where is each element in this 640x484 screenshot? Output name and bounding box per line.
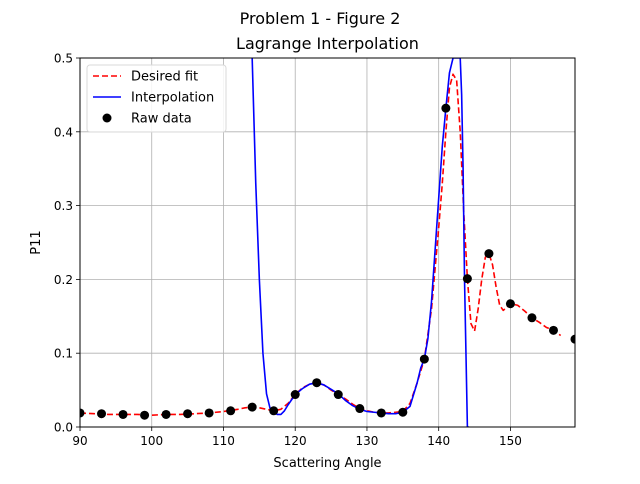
y-tick-label: 0.1 <box>54 347 73 361</box>
raw-data-point <box>398 407 408 417</box>
raw-data-point <box>484 249 494 259</box>
x-tick-label: 100 <box>140 434 163 448</box>
chart-title: Lagrange Interpolation <box>236 34 419 53</box>
legend-label: Interpolation <box>131 91 214 106</box>
raw-data-point <box>570 334 575 344</box>
axes-frame <box>79 57 576 428</box>
raw-data-point <box>355 404 365 414</box>
desired-fit-line <box>80 73 562 416</box>
plot-area <box>80 58 575 427</box>
ticks: 90 100 110 120 130 140 150 0.0 0.1 0.2 0.3 0.4 0.5 <box>54 52 522 449</box>
raw-data-point <box>376 408 386 418</box>
y-tick-label: 0.4 <box>54 125 73 139</box>
raw-data-point <box>247 402 257 412</box>
raw-data-point <box>527 313 537 323</box>
y-axis-label: P11 <box>29 230 44 254</box>
raw-data-point <box>419 354 429 364</box>
x-tick-label: 130 <box>356 434 379 448</box>
raw-data-point <box>462 274 472 284</box>
raw-data-point <box>118 409 128 419</box>
x-axis-label: Scattering Angle <box>273 456 381 471</box>
legend-marker-raw-data <box>102 113 112 123</box>
legend-box <box>86 64 227 133</box>
raw-data-point <box>204 408 214 418</box>
x-tick-label: 150 <box>499 434 522 448</box>
raw-data-point <box>269 406 279 416</box>
y-tick-label: 0.3 <box>54 199 73 213</box>
raw-data-point <box>226 406 236 416</box>
legend: Desired fit Interpolation Raw data <box>86 64 227 133</box>
figure-suptitle: Problem 1 - Figure 2 <box>240 9 401 28</box>
raw-data-point <box>97 409 107 419</box>
x-tick-label: 110 <box>212 434 235 448</box>
raw-data-point <box>312 378 322 388</box>
y-tick-label: 0.5 <box>54 52 73 66</box>
x-tick-label: 120 <box>284 434 307 448</box>
raw-data-point <box>183 409 193 419</box>
raw-data-point <box>333 390 343 400</box>
raw-data-point <box>290 390 300 400</box>
y-tick-label: 0.0 <box>54 421 73 435</box>
legend-label: Desired fit <box>131 70 198 85</box>
raw-data-point <box>441 103 451 113</box>
x-tick-label: 140 <box>427 434 450 448</box>
raw-data-point <box>161 409 171 419</box>
raw-data-point <box>505 299 515 309</box>
interpolation-line <box>251 58 469 427</box>
legend-label: Raw data <box>131 112 192 127</box>
raw-data-point <box>548 325 558 335</box>
raw-data-point <box>80 408 85 418</box>
raw-data-point <box>140 410 150 420</box>
x-tick-label: 90 <box>72 434 87 448</box>
y-tick-label: 0.2 <box>54 273 73 287</box>
